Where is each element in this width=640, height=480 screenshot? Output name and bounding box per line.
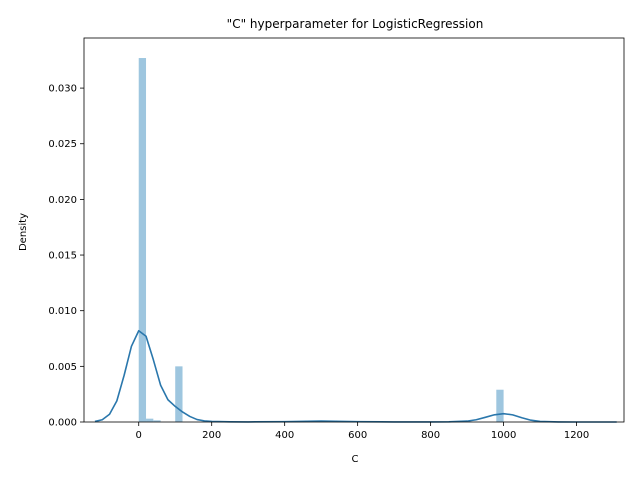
y-tick-label: 0.020 [48,195,77,206]
x-tick-label: 400 [275,430,294,441]
y-tick-label: 0.030 [48,84,77,95]
y-axis-label: Density [18,213,29,251]
histogram-bar-1 [146,418,154,422]
x-axis-label: C [352,454,359,465]
plot-frame [83,37,625,423]
x-tick-label: 200 [202,430,221,441]
x-tick-label: 1000 [491,430,516,441]
x-axis-ticks: 0 200 400 600 800 1000 1200 [136,422,589,441]
x-tick-label: 0 [136,430,142,441]
axes-spines [83,37,625,423]
x-tick-label: 1200 [564,430,589,441]
histogram-bar-0 [138,58,147,422]
histogram-bars [138,58,504,422]
y-tick-label: 0.005 [48,362,77,373]
y-tick-label: 0.010 [48,306,77,317]
x-tick-label: 800 [421,430,440,441]
chart-title: "C" hyperparameter for LogisticRegressio… [227,17,484,31]
y-axis-ticks: 0.000 0.005 0.010 0.015 0.020 0.025 0.030 [48,84,84,429]
y-tick-label: 0.025 [48,139,77,150]
histogram-bar-4 [496,389,504,422]
y-tick-label: 0.015 [48,251,77,262]
x-tick-label: 600 [348,430,367,441]
histogram-bar-3 [175,366,183,422]
histogram-bar-2 [153,420,161,422]
y-tick-label: 0.000 [48,418,77,429]
